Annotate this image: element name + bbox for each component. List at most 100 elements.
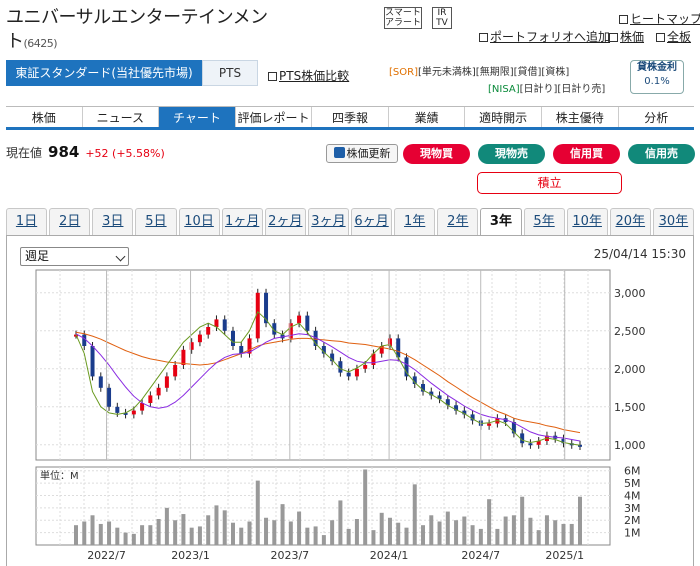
volume-bar — [503, 516, 508, 545]
period-10y[interactable]: 10年 — [566, 208, 608, 235]
period-3y[interactable]: 3年 — [480, 208, 522, 235]
volume-bar — [305, 527, 310, 545]
volume-bar — [528, 517, 533, 545]
candle-body — [82, 334, 87, 346]
tab-news[interactable]: ニュース — [83, 107, 160, 127]
tab-disclosure[interactable]: 適時開示 — [465, 107, 542, 127]
period-1d[interactable]: 1日 — [6, 208, 48, 235]
volume-bar — [173, 520, 178, 545]
ir-tv-button[interactable]: IR TV — [432, 7, 452, 29]
candle-body — [164, 376, 169, 388]
period-3m[interactable]: 3ヶ月 — [307, 208, 349, 235]
tab-tse-standard[interactable]: 東証スタンダード(当社優先市場) — [6, 60, 202, 86]
period-1m[interactable]: 1ヶ月 — [221, 208, 263, 235]
volume-bar — [239, 527, 244, 545]
x-tick-label: 2023/7 — [270, 549, 309, 562]
candle-body — [189, 342, 194, 350]
price-tick-label: 2,500 — [614, 325, 646, 338]
candle-body — [338, 361, 343, 373]
period-3d[interactable]: 3日 — [92, 208, 134, 235]
price-tick-label: 1,500 — [614, 401, 646, 414]
tab-analysis[interactable]: 分析 — [644, 111, 669, 125]
volume-bar — [495, 528, 500, 545]
window-icon — [609, 33, 618, 42]
candle-body — [173, 365, 178, 377]
volume-tick-label: 2M — [624, 514, 641, 527]
margin-sell-button[interactable]: 信用売 — [628, 144, 695, 164]
period-2d[interactable]: 2日 — [49, 208, 91, 235]
candle-body — [396, 338, 401, 358]
candle-body — [197, 334, 202, 343]
tab-stock-price[interactable]: 株価 — [6, 107, 83, 127]
candle-body — [90, 346, 95, 377]
moving-average-line — [75, 310, 581, 446]
refresh-button[interactable]: 株価更新 — [326, 144, 398, 163]
period-20y[interactable]: 20年 — [609, 208, 651, 235]
timeframe-select[interactable]: 週足 — [20, 247, 129, 266]
candle-body — [578, 444, 582, 447]
candle-body — [107, 387, 112, 407]
period-30y[interactable]: 30年 — [652, 208, 694, 235]
cash-sell-button[interactable]: 現物売 — [478, 144, 545, 164]
volume-bar — [297, 511, 302, 545]
period-1y[interactable]: 1年 — [394, 208, 436, 235]
window-icon — [268, 72, 277, 81]
volume-bar — [255, 480, 260, 545]
volume-bar — [338, 500, 343, 545]
candle-body — [536, 441, 541, 445]
tsumitate-button[interactable]: 積立 — [477, 172, 622, 194]
volume-bar — [115, 527, 120, 545]
volume-bar — [412, 484, 417, 545]
volume-tick-label: 3M — [624, 502, 641, 515]
volume-bar — [280, 504, 285, 545]
tab-chart[interactable]: チャート — [159, 107, 236, 127]
pts-compare-link[interactable]: PTS株価比較 — [268, 67, 349, 84]
candle-body — [330, 353, 335, 362]
period-5y[interactable]: 5年 — [523, 208, 565, 235]
volume-bar — [164, 507, 169, 545]
x-tick-label: 2025/1 — [545, 549, 584, 562]
candle-body — [511, 422, 516, 434]
volume-bar — [454, 520, 459, 545]
candle-body — [247, 338, 252, 354]
candle-body — [206, 327, 211, 335]
period-10d[interactable]: 10日 — [178, 208, 220, 235]
candle-body — [487, 423, 492, 426]
volume-tick-label: 1M — [624, 527, 641, 540]
candle-body — [264, 292, 269, 324]
volume-bar — [148, 525, 153, 545]
lending-rate-badge[interactable]: 貸株金利 0.1% — [630, 60, 684, 94]
period-2m[interactable]: 2ヶ月 — [264, 208, 306, 235]
volume-bar — [404, 527, 409, 545]
refresh-icon — [333, 147, 345, 158]
period-2y[interactable]: 2年 — [437, 208, 479, 235]
heatmap-link[interactable]: ヒートマップ — [619, 10, 700, 27]
current-price: 984 — [48, 143, 80, 161]
volume-bar — [561, 523, 566, 545]
trade-attributes-row2: [NISA][日計り][日計り売] — [488, 84, 606, 95]
stock-price-link[interactable]: 株価 — [609, 28, 644, 45]
volume-bar — [247, 521, 252, 545]
period-tabs: 1日 2日 3日 5日 10日 1ヶ月 2ヶ月 3ヶ月 6ヶ月 1年 2年 3年… — [6, 208, 694, 236]
tab-benefits[interactable]: 株主優待 — [542, 107, 619, 127]
add-portfolio-link[interactable]: ポートフォリオへ追加 — [479, 28, 610, 45]
full-board-link[interactable]: 全板 — [656, 28, 691, 45]
tab-pts[interactable]: PTS — [202, 60, 258, 86]
smart-alert-button[interactable]: スマート アラート — [384, 7, 422, 29]
company-name: ユニバーサルエンターテインメント — [6, 7, 268, 52]
candle-body — [181, 349, 186, 365]
tab-rating-report[interactable]: 評価レポート — [236, 107, 313, 127]
period-6m[interactable]: 6ヶ月 — [351, 208, 393, 235]
margin-buy-button[interactable]: 信用買 — [553, 144, 620, 164]
candle-body — [528, 443, 533, 446]
candle-body — [297, 315, 302, 324]
volume-bar — [197, 526, 202, 545]
volume-bar — [230, 522, 235, 545]
volume-bar — [74, 525, 78, 545]
cash-buy-button[interactable]: 現物買 — [403, 144, 470, 164]
x-tick-label: 2024/7 — [461, 549, 500, 562]
period-5d[interactable]: 5日 — [135, 208, 177, 235]
candle-body — [222, 319, 227, 331]
tab-earnings[interactable]: 業績 — [389, 107, 466, 127]
tab-shikiho[interactable]: 四季報 — [312, 107, 389, 127]
